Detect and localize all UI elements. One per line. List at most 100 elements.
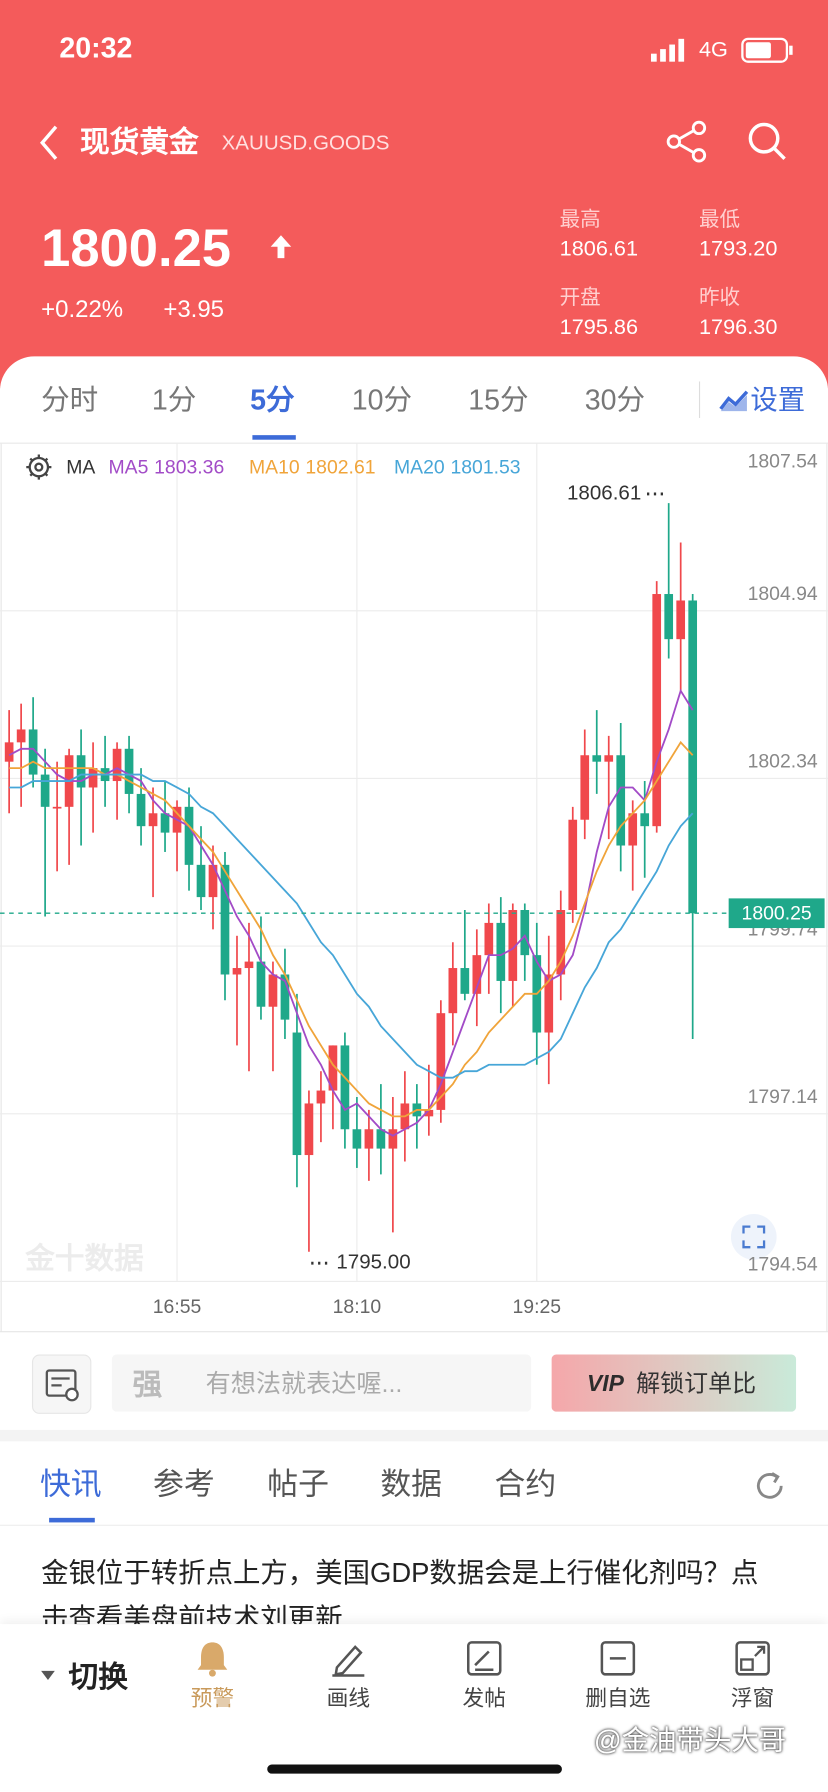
network: 4G [698, 38, 728, 63]
back-button[interactable] [38, 124, 61, 161]
candle-body [484, 922, 494, 956]
news-tab[interactable]: 帖子 [267, 1467, 329, 1502]
x-tick-label: 19:25 [512, 1296, 561, 1318]
up-arrow [270, 235, 292, 259]
news-tab[interactable]: 快讯 [39, 1467, 102, 1502]
battery-icon [741, 37, 793, 63]
tab-underline [49, 1517, 95, 1523]
search-button[interactable] [747, 121, 788, 162]
comment-placeholder: 有想法就表达喔... [205, 1369, 403, 1398]
period-tab[interactable]: 5分 [250, 384, 295, 417]
vip-button[interactable] [551, 1354, 797, 1412]
candle-body [340, 1045, 350, 1130]
header-bg [0, 0, 828, 389]
candle-body [196, 864, 206, 898]
candle-body [220, 864, 230, 975]
legend-entry: MA20 1801.53 [394, 456, 521, 478]
corner-watermark: @金油带头大哥 [593, 1725, 787, 1757]
candle-body [40, 774, 50, 807]
period-tab[interactable]: 15分 [468, 384, 529, 417]
legend-value: 1803.36 [154, 456, 224, 478]
x-tick-label: 18:10 [333, 1296, 382, 1318]
chart: MA 金十数据 1807.541804.941802.341799.741797… [0, 442, 828, 1333]
tab-underline [252, 435, 296, 440]
candle-body [664, 594, 674, 640]
candle-body [424, 1109, 434, 1117]
float-icon [735, 1641, 770, 1676]
expand-button[interactable] [730, 1214, 777, 1260]
news-tab[interactable]: 参考 [153, 1467, 215, 1502]
remove-icon [600, 1641, 636, 1676]
candle-body [628, 813, 638, 846]
candle-body [28, 729, 38, 775]
stat-label: 最高 [559, 207, 601, 231]
period-tab[interactable]: 30分 [584, 384, 646, 417]
max-label: 1806.61 [567, 481, 641, 504]
candle-body [556, 910, 566, 975]
min-label: 1795.00 [336, 1251, 410, 1274]
gear-icon [26, 454, 52, 480]
candle-body [208, 864, 218, 898]
candle-body [184, 806, 194, 865]
candle-body [604, 755, 614, 762]
candle-body [124, 748, 134, 794]
note-icon[interactable] [31, 1354, 92, 1414]
legend-value: 1801.53 [450, 456, 520, 478]
candle-body [436, 1013, 446, 1110]
change: +3.95 [163, 296, 225, 323]
candle-body [52, 806, 62, 809]
candle-body [328, 1045, 338, 1091]
x-tick-label: 16:55 [153, 1296, 202, 1318]
period-tab[interactable]: 1分 [151, 384, 197, 417]
stat-label: 昨收 [698, 285, 741, 309]
toolbar-item[interactable]: 浮窗 [730, 1687, 775, 1712]
settings-button[interactable]: 设置 [750, 384, 806, 416]
news-tab[interactable]: 数据 [380, 1467, 442, 1502]
candle-body [160, 813, 170, 833]
last-price-label: 1800.25 [742, 902, 812, 924]
divider [698, 381, 701, 419]
refresh-button[interactable] [754, 1470, 786, 1502]
panel [0, 356, 828, 448]
candle-body [652, 594, 662, 827]
comment-input[interactable] [111, 1354, 532, 1412]
candle-body [448, 968, 458, 1014]
toolbar-item[interactable]: 删自选 [585, 1687, 651, 1712]
news-title[interactable]: 金银位于转折点上方，美国GDP数据会是上行催化剂吗？点击查看美盘前技术刘更新 [41, 1557, 759, 1635]
time: 20:32 [59, 32, 133, 65]
candle-body [676, 600, 686, 640]
candle-body [460, 968, 470, 994]
stat-label: 开盘 [559, 285, 601, 309]
y-tick-label: 1807.54 [748, 451, 818, 473]
signal-icon [650, 38, 685, 62]
period-tab[interactable]: 分时 [41, 384, 99, 417]
candle-body [76, 755, 86, 788]
switch-caret [41, 1670, 55, 1681]
news-tab[interactable]: 合约 [494, 1467, 557, 1502]
switch-button[interactable]: 切换 [68, 1659, 128, 1694]
legend-name: MA10 [249, 456, 300, 478]
candle-body [472, 955, 482, 994]
change-percent: +0.22% [41, 296, 124, 323]
candle-body [268, 974, 278, 1007]
candle-body [256, 961, 266, 1007]
toolbar-item[interactable]: 预警 [190, 1687, 235, 1712]
candle-body [616, 755, 626, 846]
legend-value: 1802.61 [305, 456, 375, 478]
symbol: XAUUSD.GOODS [221, 131, 390, 155]
legend-title: MA [66, 456, 95, 478]
candle-body [16, 729, 26, 743]
comment-badge: 强 [132, 1367, 163, 1402]
toolbar-item[interactable]: 画线 [326, 1687, 371, 1712]
stat-value: 1796.30 [698, 315, 778, 340]
y-tick-label: 1802.34 [748, 751, 818, 773]
share-button[interactable] [666, 120, 708, 163]
candle-body [244, 961, 254, 969]
candle-body [544, 974, 554, 1033]
period-tab[interactable]: 10分 [351, 384, 413, 417]
candle-body [388, 1129, 398, 1149]
grid [0, 442, 828, 1283]
toolbar-item[interactable]: 发帖 [462, 1687, 506, 1712]
